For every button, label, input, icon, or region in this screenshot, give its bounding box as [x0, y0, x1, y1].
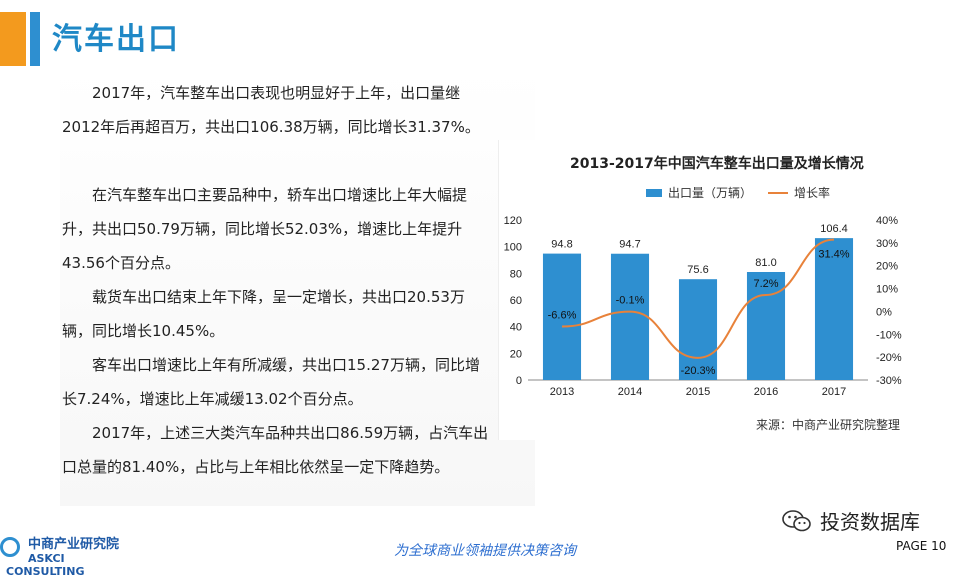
bar-value-label: 75.6 — [687, 264, 708, 276]
x-tick-label: 2015 — [686, 386, 710, 398]
bar-value-label: 94.8 — [551, 239, 572, 251]
y-right-tick-label: -30% — [876, 375, 902, 387]
bar-2017 — [814, 238, 854, 380]
legend-bar-label: 出口量（万辆） — [668, 186, 753, 200]
x-tick-label: 2014 — [618, 386, 642, 398]
bar-2013 — [542, 253, 582, 380]
y-right-tick-label: 0% — [876, 306, 892, 318]
bar-value-label: 106.4 — [820, 223, 848, 235]
chart-source: 来源：中商产业研究院整理 — [756, 418, 901, 432]
paragraph-2: 在汽车整车出口主要品种中，轿车出口增速比上年大幅提升，共出口50.79万辆，同比… — [62, 186, 468, 272]
accent-bar-blue — [30, 12, 40, 66]
wechat-label: 投资数据库 — [820, 510, 920, 534]
y-left-tick-label: 80 — [510, 268, 522, 280]
bar-value-label: 81.0 — [755, 257, 776, 269]
y-right-tick-label: -10% — [876, 329, 902, 341]
x-tick-label: 2017 — [822, 386, 846, 398]
wechat-account[interactable]: 投资数据库 — [782, 506, 920, 535]
paragraph-5: 2017年，上述三大类汽车品种共出口86.59万辆，占汽车出口总量的81.40%… — [62, 424, 489, 476]
growth-rate-label: -6.6% — [548, 310, 577, 322]
bar-2016 — [746, 272, 786, 380]
slogan: 为全球商业领袖提供决策咨询 — [394, 543, 576, 559]
y-left-tick-label: 120 — [504, 215, 522, 227]
y-left-tick-label: 0 — [516, 375, 522, 387]
growth-rate-line — [561, 238, 835, 359]
growth-rate-label: -0.1% — [616, 295, 645, 307]
text-panel-background — [60, 66, 535, 506]
y-left-tick-label: 60 — [510, 295, 522, 307]
accent-bar-orange — [0, 12, 26, 66]
y-right-tick-label: 10% — [876, 284, 898, 296]
askci-logo-icon — [0, 537, 20, 557]
paragraph-1: 2017年，汽车整车出口表现也明显好于上年，出口量继2012年后再超百万，共出口… — [62, 84, 480, 136]
bar-2015 — [678, 279, 718, 380]
y-left-tick-label: 40 — [510, 322, 522, 334]
y-right-tick-label: 20% — [876, 261, 898, 273]
y-left-tick-label: 20 — [510, 348, 522, 360]
page-number: PAGE 10 — [896, 539, 947, 553]
growth-rate-label: 7.2% — [753, 278, 778, 290]
growth-rate-label: -20.3% — [681, 365, 716, 377]
bar-2014 — [610, 253, 650, 380]
legend-line-swatch — [768, 191, 789, 194]
page-title: 汽车出口 — [52, 22, 180, 57]
company-logo: 中商产业研究院 ASKCI CONSULTING — [6, 533, 134, 578]
export-chart: 0 20 40 60 80 100 120 -30% -20% -10% 0% 10% 20% 30% 40… — [504, 215, 902, 398]
chart-title: 2013-2017年中国汽车整车出口量及增长情况 — [570, 156, 864, 172]
logo-en: ASKCI CONSULTING — [6, 552, 85, 578]
x-tick-label: 2013 — [550, 386, 574, 398]
chart-legend: 出口量（万辆） 增长率 — [646, 184, 830, 201]
wechat-icon — [782, 509, 812, 533]
y-right-tick-label: 40% — [876, 215, 898, 227]
paragraph-3: 载货车出口结束上年下降，呈一定增长，共出口20.53万辆，同比增长10.45%。 — [62, 288, 465, 340]
y-left-tick-label: 100 — [504, 242, 522, 254]
y-right-tick-label: -20% — [876, 352, 902, 364]
growth-rate-label: 31.4% — [818, 249, 849, 261]
bar-value-label: 94.7 — [619, 239, 640, 251]
logo-cn: 中商产业研究院 — [28, 537, 120, 552]
x-tick-label: 2016 — [754, 386, 778, 398]
legend-line-label: 增长率 — [794, 186, 831, 200]
paragraph-4: 客车出口增速比上年有所减缓，共出口15.27万辆，同比增长7.24%，增速比上年… — [62, 356, 480, 408]
legend-bar-swatch — [646, 188, 662, 197]
y-right-tick-label: 30% — [876, 238, 898, 250]
